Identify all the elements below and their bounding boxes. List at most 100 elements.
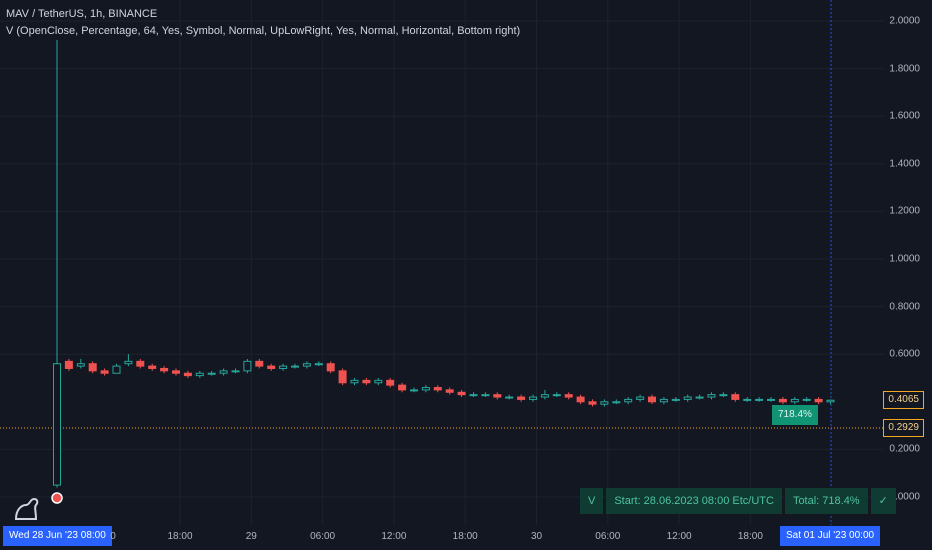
y-tick-label: 2.0000 (889, 15, 920, 27)
candle-body (683, 396, 692, 400)
candle-body (314, 363, 323, 366)
candle-body (255, 360, 264, 367)
candle (659, 397, 668, 405)
candle-body (326, 363, 335, 372)
candle-body (267, 365, 276, 369)
candle (410, 387, 418, 393)
candle (767, 397, 775, 402)
grid (0, 0, 884, 525)
y-tick-label: 1.8000 (889, 63, 920, 75)
candles (53, 354, 835, 488)
candle-body (671, 398, 680, 401)
hidden-tick-label: 0 (110, 531, 116, 542)
candle (231, 368, 240, 374)
candle (433, 385, 442, 393)
candle (374, 378, 383, 386)
y-tick-label: 0.8000 (889, 301, 920, 313)
candle-body (302, 363, 311, 367)
percent-tag: 718.4% (772, 405, 818, 425)
candle (207, 370, 216, 376)
candle (481, 392, 490, 398)
candle (112, 363, 121, 374)
candle-body (195, 372, 204, 377)
candle (671, 397, 680, 402)
y-tick-label: 1.2000 (889, 205, 920, 217)
candle-body (386, 379, 395, 386)
candle-body (778, 398, 787, 403)
candle-body (636, 396, 645, 400)
candle-body (374, 379, 383, 384)
candle-body (160, 367, 169, 372)
candle-body (695, 396, 704, 399)
candle (350, 378, 359, 386)
candle (195, 370, 204, 378)
candle (743, 397, 752, 402)
candle-body (338, 370, 347, 384)
candle-body (136, 360, 145, 367)
candle-body (291, 365, 299, 368)
candle-body (743, 398, 752, 401)
candle (421, 385, 430, 393)
candle (731, 392, 740, 402)
candle-body (719, 394, 728, 397)
y-tick-label: 0.2000 (889, 443, 920, 455)
candle-body (148, 365, 157, 369)
x-tick-label: 06:00 (595, 531, 621, 542)
candle-body (88, 363, 97, 372)
candle (826, 399, 835, 405)
candle-body (207, 372, 216, 375)
candle (314, 361, 323, 367)
candle-body (219, 370, 228, 374)
candle-body (814, 398, 823, 403)
candle (255, 358, 264, 369)
stats-total: Total: 718.4% (784, 488, 868, 514)
candle (53, 361, 61, 488)
signal-marker-icon (51, 492, 63, 504)
candle-body (707, 394, 716, 398)
candle-body (802, 398, 811, 401)
candle (172, 368, 180, 376)
candle (636, 394, 645, 402)
candle-body (124, 360, 133, 365)
y-tick-label: 0.6000 (889, 348, 920, 360)
candle-body (410, 389, 418, 392)
candle-body (731, 394, 740, 400)
legend-indicator[interactable]: V (OpenClose, Percentage, 64, Yes, Symbo… (6, 25, 521, 37)
candle-body (600, 401, 609, 405)
candle-body (612, 401, 621, 404)
candle-body (552, 394, 561, 397)
x-tick-label: 29 (245, 531, 257, 542)
candle (612, 399, 621, 405)
crosshair-end-badge: Sat 01 Jul '23 00:00 (780, 526, 881, 546)
candle (445, 387, 454, 395)
candle-body (493, 394, 502, 398)
candle (338, 368, 347, 386)
candle-body (588, 401, 597, 405)
candle-body (624, 398, 633, 403)
candle (386, 378, 395, 388)
candle-body (421, 387, 430, 391)
candle-body (659, 398, 668, 403)
candle (183, 370, 192, 378)
candle (88, 361, 97, 374)
candle-body (457, 391, 466, 396)
candle (529, 394, 537, 402)
candle (802, 397, 811, 402)
candle (505, 394, 514, 400)
candle (588, 399, 597, 407)
x-tick-label: 18:00 (452, 531, 478, 542)
candle (326, 361, 335, 374)
candle (493, 392, 502, 400)
candle-body (648, 396, 656, 403)
candle-body (231, 370, 240, 373)
candle-body (576, 396, 585, 403)
candle-body (767, 398, 775, 401)
x-tick-label: 18:00 (737, 531, 763, 542)
candle-body (362, 379, 371, 384)
candle-body (540, 394, 549, 398)
candle-body (350, 379, 359, 384)
candle (707, 392, 716, 400)
candle (302, 361, 311, 369)
